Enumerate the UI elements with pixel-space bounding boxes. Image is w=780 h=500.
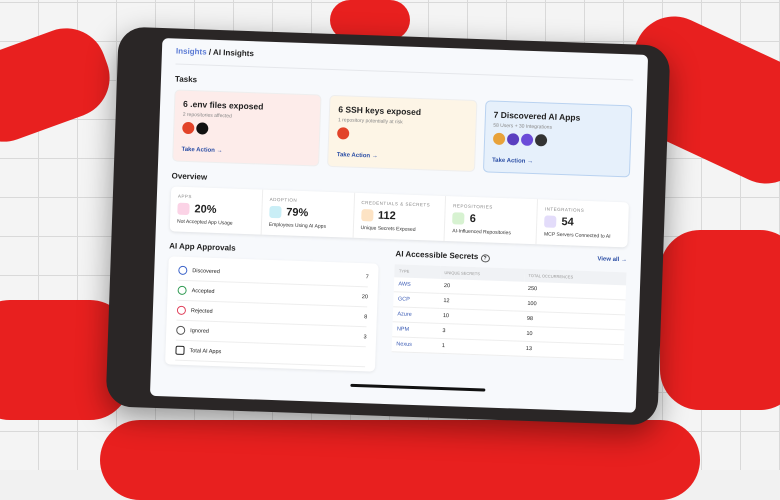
card-desc: Unique Secrets Exposed: [360, 225, 416, 233]
help-icon[interactable]: ?: [480, 254, 490, 263]
type-cell: Azure: [393, 306, 440, 324]
tasks-list: 6 .env files exposed 2 repositories affec…: [172, 89, 633, 178]
task-title: 7 Discovered AI Apps: [493, 109, 581, 123]
row-label: Accepted: [191, 288, 215, 295]
card-desc: AI-Influenced Repositories: [452, 228, 511, 237]
breadcrumb: Insights / AI Insights: [175, 46, 634, 81]
card-desc: Not Accepted App Usage: [176, 218, 233, 227]
type-cell: NPM: [392, 321, 439, 339]
user-icon: [269, 205, 282, 219]
app-icon: [492, 132, 505, 146]
search-icon: [178, 265, 188, 276]
home-indicator[interactable]: [350, 383, 486, 392]
row-label: Rejected: [190, 308, 213, 315]
row-count: 20: [361, 293, 369, 300]
github-icon: [196, 122, 209, 135]
card-value: 54: [561, 216, 574, 229]
task-card: 6 SSH keys exposed 1 repository potential…: [327, 94, 478, 172]
breadcrumb-insights[interactable]: Insights: [175, 46, 207, 57]
card-desc: Employees Using AI Apps: [268, 221, 327, 230]
check-circle-icon: [177, 285, 187, 296]
card-label: Integrations: [544, 206, 585, 213]
card-label: Credentials & Secrets: [361, 200, 431, 208]
unique-cell: 1: [437, 338, 523, 357]
red-shape: [100, 420, 700, 500]
overview-card-adoption: Adoption 79% Employees Using AI Apps: [261, 189, 355, 238]
integration-icon: [544, 215, 557, 228]
card-value: 6: [469, 212, 477, 226]
x-circle-icon: [176, 305, 187, 315]
card-label: Repositories: [453, 203, 493, 210]
task-title: 6 .env files exposed: [182, 98, 264, 112]
overview-card-apps: Apps 20% Not Accepted App Usage: [169, 186, 263, 235]
breadcrumb-current: AI Insights: [212, 47, 255, 59]
take-action-link[interactable]: Take Action →: [336, 152, 378, 160]
row-count: 3: [363, 333, 367, 340]
view-all-link[interactable]: View all →: [597, 255, 628, 263]
gitlab-icon: [337, 127, 350, 140]
red-shape: [660, 230, 780, 410]
secrets-heading: AI Accessible Secrets: [395, 249, 479, 262]
overview-card-repositories: Repositories 6 AI-Influenced Repositories: [444, 196, 539, 245]
card-value: 112: [377, 209, 396, 223]
ai-accessible-secrets: AI Accessible Secrets ? View all → Type Un…: [391, 239, 627, 380]
app-icon: [506, 133, 519, 146]
task-card: 7 Discovered AI Apps 58 Users + 30 Integr…: [482, 100, 633, 178]
branch-icon: [452, 212, 465, 225]
take-action-link[interactable]: Take Action →: [181, 146, 223, 155]
task-title: 6 SSH keys exposed: [338, 104, 422, 118]
row-label: Total AI Apps: [189, 348, 222, 356]
type-cell: Nexus: [392, 336, 439, 354]
warning-icon: [360, 209, 374, 222]
grid-icon: [175, 345, 185, 355]
row-count: 7: [365, 273, 369, 280]
gitlab-icon: [182, 121, 195, 135]
screen: Insights / AI Insights Tasks 6 .env file…: [149, 38, 649, 413]
overview-card-integrations: Integrations 54 MCP Servers Connected to A…: [537, 199, 629, 247]
card-value: 79%: [285, 206, 309, 220]
card-label: Apps: [177, 193, 193, 200]
card-value: 20%: [194, 203, 217, 217]
app-icon: [520, 133, 533, 146]
row-label: Ignored: [190, 328, 209, 335]
apps-icon: [177, 202, 190, 216]
app-icon: [534, 134, 547, 147]
task-card: 6 .env files exposed 2 repositories affec…: [172, 89, 322, 167]
secrets-table: Type Unique Secrets Total Occurrences AWS 2…: [392, 264, 627, 361]
row-count: 8: [364, 313, 368, 320]
type-cell: AWS: [394, 277, 441, 294]
tablet: Insights / AI Insights Tasks 6 .env file…: [105, 26, 671, 426]
overview-card-secrets: Credentials & Secrets 112 Unique Secrets E…: [353, 192, 447, 241]
type-cell: GCP: [393, 291, 440, 309]
approvals-heading: AI App Approvals: [169, 241, 236, 253]
ai-app-approvals: AI App Approvals Discovered 7 Accepted 20 …: [165, 231, 380, 372]
minus-circle-icon: [176, 325, 186, 335]
card-label: Adoption: [269, 196, 298, 203]
card-desc: MCP Servers Connected to AI: [543, 231, 611, 240]
take-action-link[interactable]: Take Action →: [491, 157, 534, 166]
row-label: Discovered: [192, 268, 220, 276]
total-cell: 13: [521, 341, 624, 360]
